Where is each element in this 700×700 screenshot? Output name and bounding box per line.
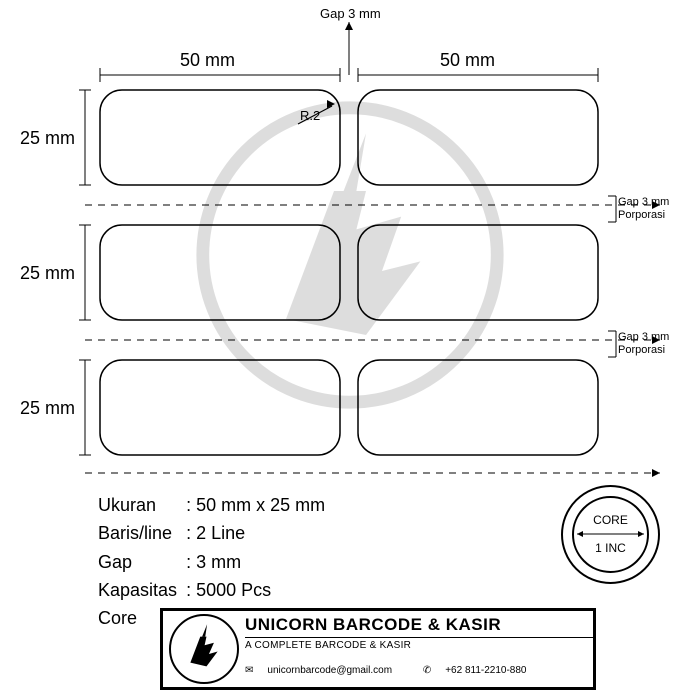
label-diagram — [0, 0, 700, 480]
spec-row: Gap: 3 mm — [97, 549, 326, 575]
spec-row: Baris/line: 2 Line — [97, 520, 326, 546]
dim-h-1: 25 mm — [20, 128, 75, 149]
dim-gap-top: Gap 3 mm — [320, 6, 381, 21]
footer-banner: UNICORN BARCODE & KASIR A COMPLETE BARCO… — [160, 608, 596, 690]
gap-r2a: Gap 3 mm — [618, 331, 669, 343]
phone-contact: ✆+62 811-2210-880 — [423, 665, 541, 676]
spec-row: Ukuran: 50 mm x 25 mm — [97, 492, 326, 518]
dim-h-3: 25 mm — [20, 398, 75, 419]
tagline: A COMPLETE BARCODE & KASIR — [245, 637, 593, 651]
footer-logo — [169, 614, 239, 684]
brand-name: UNICORN BARCODE & KASIR — [245, 615, 593, 635]
gap-r1a: Gap 3 mm — [618, 196, 669, 208]
dim-h-2: 25 mm — [20, 263, 75, 284]
spec-row: Kapasitas: 5000 Pcs — [97, 577, 326, 603]
radius-label: R.2 — [300, 108, 320, 123]
gap-r1b: Porporasi — [618, 209, 665, 221]
email-icon: ✉ — [245, 665, 253, 676]
gap-r2b: Porporasi — [618, 344, 665, 356]
core-diagram: CORE 1 INC — [561, 485, 660, 584]
dim-width-2: 50 mm — [440, 50, 495, 71]
email-contact: ✉unicornbarcode@gmail.com — [245, 665, 406, 676]
dim-width-1: 50 mm — [180, 50, 235, 71]
phone-icon: ✆ — [423, 665, 431, 676]
